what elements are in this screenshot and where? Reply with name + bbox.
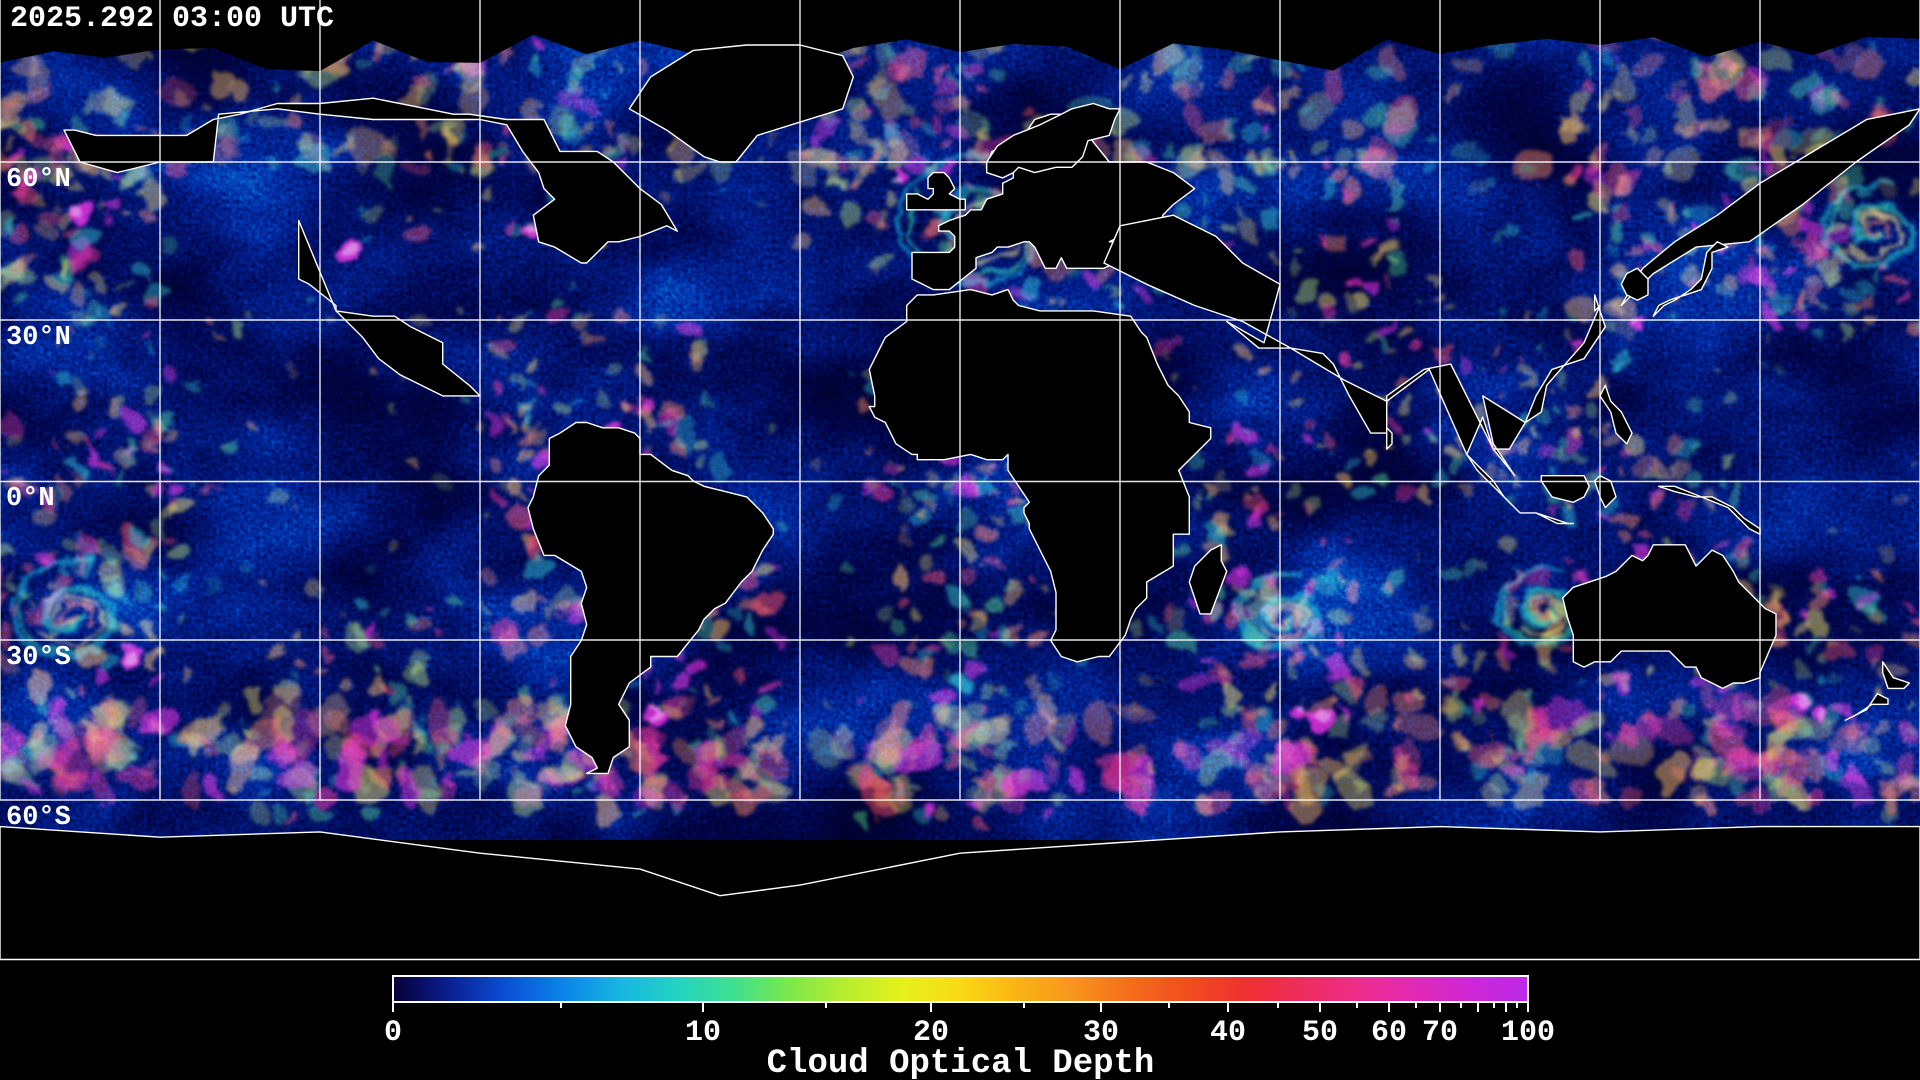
svg-text:60°N: 60°N [6, 165, 71, 195]
svg-text:60: 60 [1371, 1016, 1407, 1050]
svg-text:100: 100 [1501, 1016, 1555, 1050]
svg-text:50: 50 [1302, 1016, 1338, 1050]
svg-text:30°S: 30°S [6, 643, 71, 673]
svg-text:60°S: 60°S [6, 803, 71, 833]
svg-text:70: 70 [1422, 1016, 1458, 1050]
svg-text:40: 40 [1210, 1016, 1246, 1050]
svg-text:30°N: 30°N [6, 323, 71, 353]
svg-text:2025.292 03:00 UTC: 2025.292 03:00 UTC [10, 2, 334, 36]
svg-text:0°N: 0°N [6, 484, 55, 514]
svg-text:0: 0 [384, 1016, 402, 1050]
svg-text:10: 10 [685, 1016, 721, 1050]
svg-text:Cloud Optical Depth: Cloud Optical Depth [767, 1045, 1155, 1080]
